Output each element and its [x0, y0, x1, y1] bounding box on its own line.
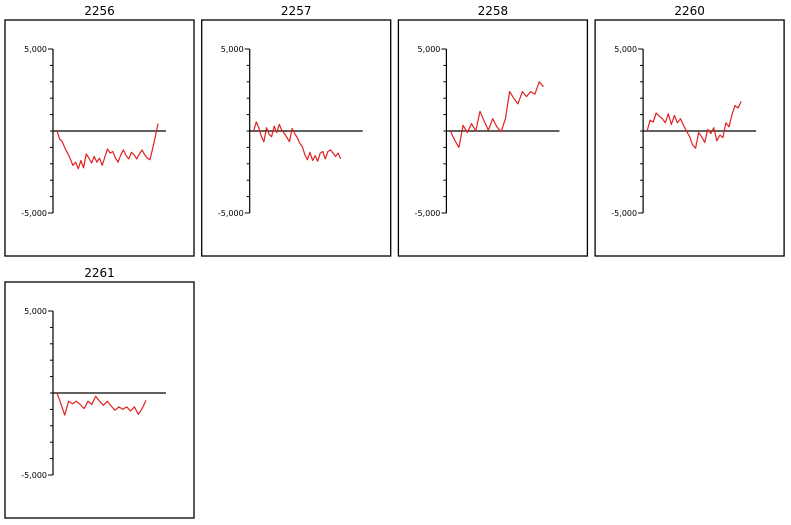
- chart-panel-2260: 2260 5,000 -5,000: [594, 4, 785, 257]
- chart-title: 2261: [84, 266, 115, 280]
- y-tick-label-top: 5,000: [417, 45, 440, 54]
- panel-frame: [397, 19, 589, 257]
- series-line: [449, 81, 544, 148]
- chart-panel-2256: 2256 5,000 -5,000: [4, 4, 195, 257]
- y-tick-label-top: 5,000: [221, 45, 244, 54]
- series-line: [56, 392, 147, 416]
- chart-title: 2260: [674, 4, 705, 18]
- chart-panel-2261: 2261 5,000 -5,000: [4, 266, 195, 519]
- series-line: [56, 123, 159, 170]
- series-line: [646, 101, 742, 149]
- chart-panel-2258: 2258 5,000 -5,000: [397, 4, 589, 257]
- y-tick-label-top: 5,000: [24, 45, 47, 54]
- chart-title: 2256: [84, 4, 115, 18]
- y-tick-label-top: 5,000: [614, 45, 637, 54]
- chart-title: 2258: [478, 4, 509, 18]
- chart-panel-2257: 2257 5,000 -5,000: [201, 4, 392, 257]
- series-line: [253, 121, 342, 162]
- y-tick-label-top: 5,000: [24, 307, 47, 316]
- panel-frame: [201, 19, 392, 257]
- chart-title: 2257: [281, 4, 312, 18]
- y-tick-label-bottom: -5,000: [21, 209, 47, 218]
- y-tick-label-bottom: -5,000: [611, 209, 637, 218]
- y-tick-label-bottom: -5,000: [218, 209, 244, 218]
- panel-frame: [4, 19, 195, 257]
- y-tick-label-bottom: -5,000: [21, 471, 47, 480]
- panel-frame: [4, 281, 195, 519]
- y-tick-label-bottom: -5,000: [415, 209, 441, 218]
